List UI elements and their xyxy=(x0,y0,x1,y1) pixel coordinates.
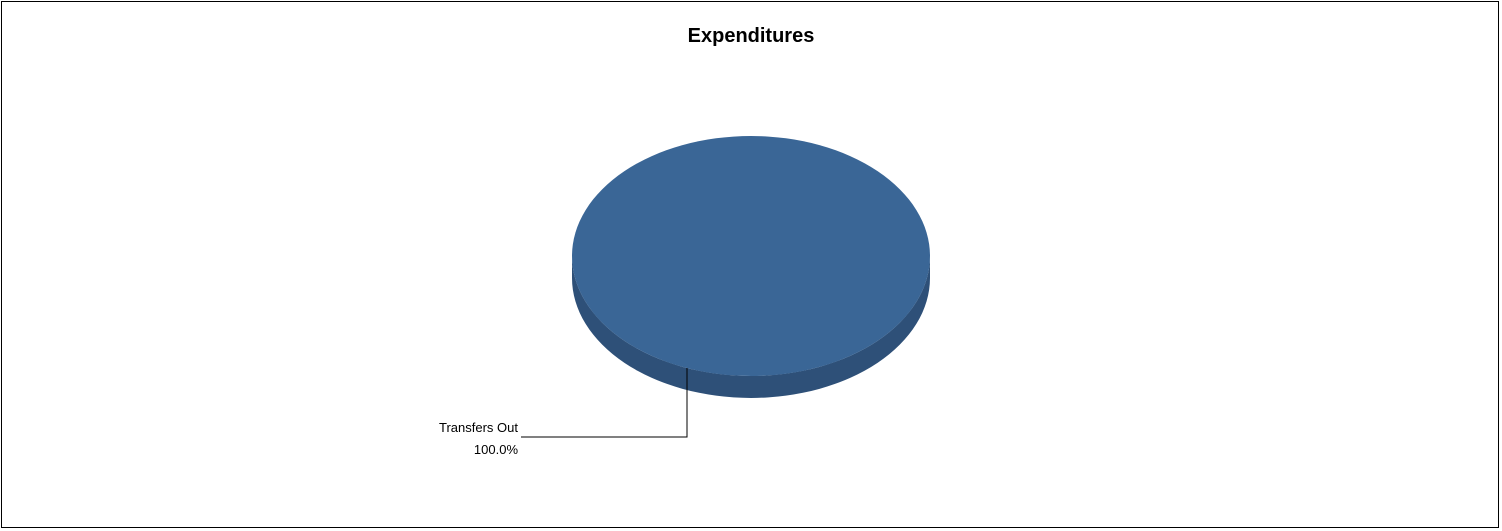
data-label-percent: 100.0% xyxy=(474,442,519,457)
leader-line xyxy=(521,368,688,438)
pie-slice-side xyxy=(572,256,930,398)
pie-slice-transfers-out xyxy=(572,136,930,376)
data-label-category: Transfers Out xyxy=(439,420,518,435)
chart-title: Expenditures xyxy=(687,25,815,47)
